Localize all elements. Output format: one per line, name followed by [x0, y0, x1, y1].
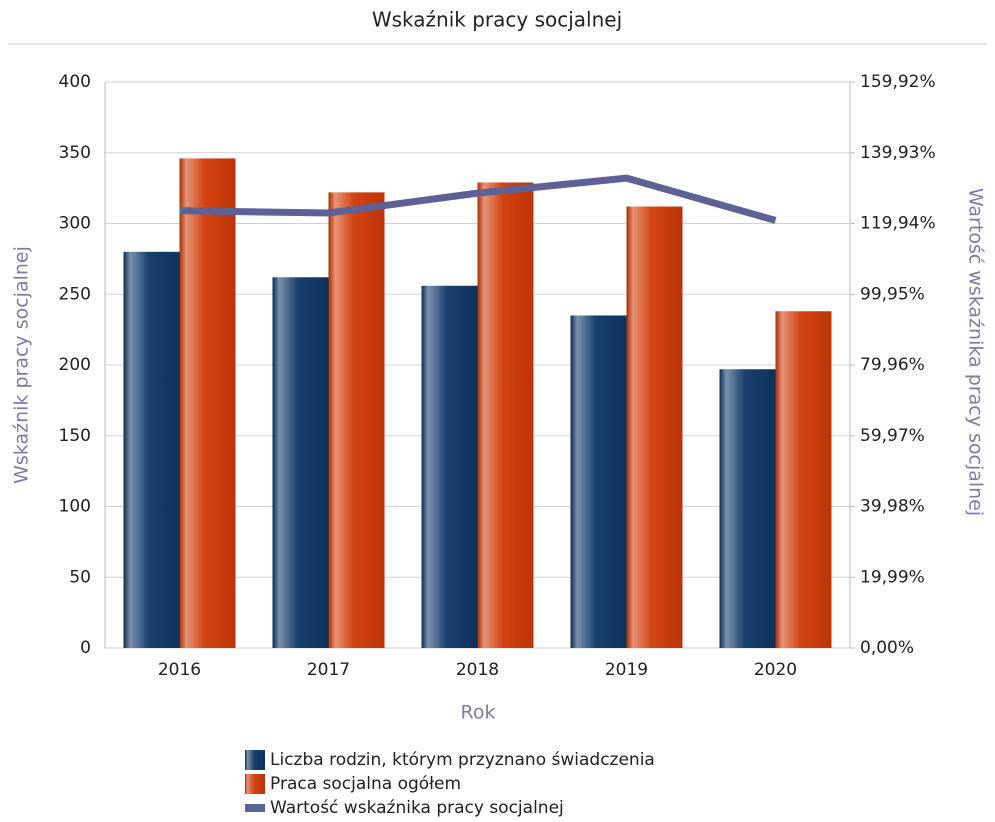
legend-swatch: [245, 774, 265, 794]
x-axis-title: Rok: [461, 702, 496, 724]
bar: [719, 369, 776, 648]
legend-label: Liczba rodzin, którym przyznano świadcze…: [270, 750, 655, 770]
x-tick-label: 2016: [158, 660, 201, 680]
bar: [272, 277, 329, 648]
y-tick-label: 300: [59, 214, 91, 234]
legend-swatch: [245, 750, 265, 770]
legend-label: Wartość wskaźnika pracy socjalnej: [270, 798, 564, 818]
bar: [626, 206, 683, 648]
bar: [179, 158, 236, 648]
y-tick-label: 0: [80, 638, 91, 658]
y-tick-label: 250: [59, 284, 91, 304]
y2-tick-label: 99,95%: [860, 284, 925, 304]
y-tick-label: 150: [59, 426, 91, 446]
legend-swatch: [245, 804, 265, 812]
x-tick-label: 2019: [605, 660, 648, 680]
y2-tick-label: 119,94%: [860, 214, 936, 234]
y2-tick-label: 19,99%: [860, 567, 925, 587]
x-tick-label: 2018: [456, 660, 499, 680]
x-tick-label: 2017: [307, 660, 350, 680]
y2-tick-label: 0,00%: [860, 638, 914, 658]
bar: [123, 251, 180, 649]
y2-tick-label: 79,96%: [860, 355, 925, 375]
chart-title: Wskaźnik pracy socjalnej: [372, 8, 622, 32]
y2-tick-label: 39,98%: [860, 497, 925, 517]
y2-axis-title: Wartość wskaźnika pracy socjalnej: [965, 188, 987, 516]
bar: [570, 315, 627, 648]
bar: [477, 182, 534, 648]
y-tick-label: 100: [59, 497, 91, 517]
y2-tick-label: 139,93%: [860, 143, 936, 163]
x-tick-label: 2020: [754, 660, 797, 680]
line: [179, 174, 777, 224]
legend-label: Praca socjalna ogółem: [270, 774, 461, 794]
y2-tick-label: 159,92%: [860, 72, 936, 92]
bar: [421, 285, 478, 648]
y2-tick-label: 59,97%: [860, 426, 925, 446]
y-axis-title: Wskaźnik pracy socjalnej: [11, 246, 33, 484]
bar: [775, 311, 832, 648]
bar: [328, 192, 385, 648]
y-tick-label: 400: [59, 72, 91, 92]
y-tick-label: 200: [59, 355, 91, 375]
y-tick-label: 350: [59, 143, 91, 163]
y-tick-label: 50: [69, 567, 91, 587]
